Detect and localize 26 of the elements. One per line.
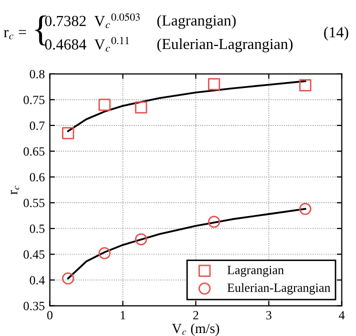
legend-label: Eulerian-Lagrangian (227, 283, 330, 295)
legend-label: Lagrangian (227, 266, 284, 277)
y-axis-title: r$_{c}$ (10, 186, 20, 194)
text: { (35, 16, 46, 46)
text: (14) (324, 26, 348, 41)
y-tick-label: 0.55 (24, 198, 44, 208)
x-tick-label: 1 (120, 311, 126, 320)
x-tick-label: 2 (193, 311, 198, 320)
x-axis-title: V$_{c}$ (m/s) (172, 323, 220, 336)
y-tick-label: 0.7 (30, 121, 45, 130)
text: 0.7382 V$_{c}$$^{0.0503}$ (45, 13, 140, 28)
y-tick-label: 0.4 (30, 276, 45, 285)
y-tick-label: 0.75 (24, 96, 44, 104)
x-tick-label: 3 (266, 311, 272, 320)
text: 0.4684 V$_{c}$$^{0.11}$ (45, 36, 129, 52)
y-tick-label: 0.5 (30, 224, 44, 233)
text: (Eulerian-Lagrangian) (157, 38, 293, 52)
y-tick-label: 0.65 (24, 147, 44, 156)
y-tick-label: 0.35 (24, 302, 44, 310)
text: r$_{c}$ = (4, 30, 26, 40)
y-tick-label: 0.6 (30, 172, 45, 182)
x-tick-label: 0 (47, 310, 52, 320)
y-tick-label: 0.8 (30, 70, 44, 78)
x-tick-label: 4 (338, 311, 345, 320)
y-tick-label: 0.45 (24, 250, 44, 259)
text: (Lagrangian) (157, 14, 236, 29)
